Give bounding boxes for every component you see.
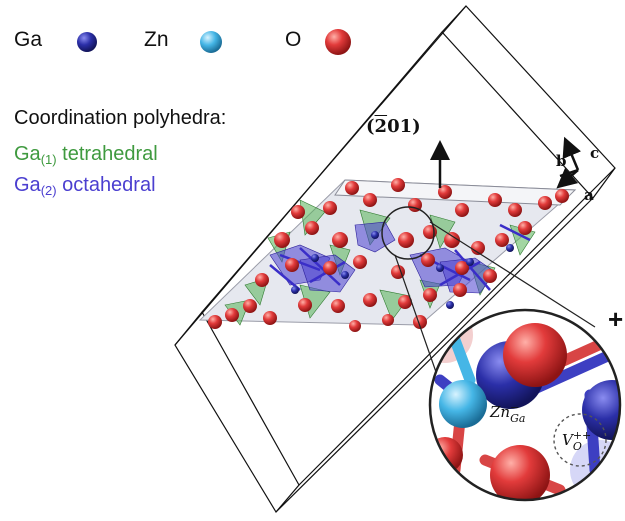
axis-label-a: a [584,186,594,204]
octahedral-rest: octahedral [56,174,156,196]
inset-border [428,308,622,502]
plane-rest: 01) [387,116,421,137]
zn-defect-label: Zn − Ga [490,402,525,424]
oxygen-vacancy-label: V ++ O [562,430,591,452]
tetrahedral-rest: tetrahedral [56,143,158,165]
plus-mark: + [608,304,624,334]
unit-cell-prism [174,5,616,514]
legend-label-zn: Zn [144,28,169,51]
oxygen-vacancy-circle [553,413,607,467]
tetrahedral-label: Ga(1) tetrahedral [14,141,158,173]
zn-atom-icon [200,31,222,53]
axis-triad [556,136,582,189]
vacancy-sub: O [572,440,582,453]
octahedral-label: Ga(2) octahedral [14,172,156,204]
legend-label-o: O [285,28,302,51]
tetrahedral-sub: (1) [40,152,57,167]
crystal-slab [198,178,577,332]
zoom-highlight-circle [381,206,435,260]
zn-defect-base: Zn [490,403,511,421]
zoom-lines [394,221,596,373]
vacancy-base: V [562,431,573,449]
plane-label: (201) [366,116,421,137]
plane-bar-digit: 2 [374,116,388,137]
zn-defect-sup: − [510,401,520,414]
ga-atom-icon [77,32,97,52]
octahedral-sub: (2) [40,183,57,198]
o-atom-icon [325,29,351,55]
vacancy-sup: ++ [572,429,592,442]
legend-label-ga: Ga [14,28,43,51]
zn-defect-sub: Ga [510,412,526,425]
plane-open: ( [366,116,375,137]
axis-label-b: b [556,152,567,170]
coordination-title: Coordination polyhedra: [14,107,227,129]
octahedral-base: Ga [14,174,41,196]
tetrahedral-base: Ga [14,143,41,165]
axis-label-c: c [590,144,600,162]
